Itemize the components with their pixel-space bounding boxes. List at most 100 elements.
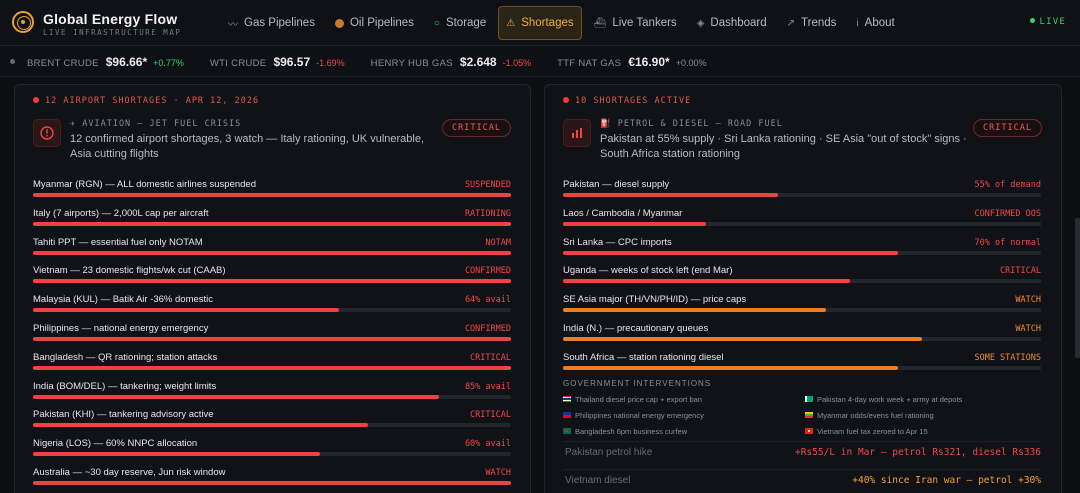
- shortage-list: Pakistan — diesel supply 55% of demand Lao…: [563, 179, 1041, 381]
- stat-label: Pakistan petrol hike: [565, 447, 653, 458]
- ticker-name: BRENT CRUDE: [27, 57, 99, 69]
- shortage-label: India (BOM/DEL) — tankering; weight limi…: [33, 380, 217, 392]
- level-bar-track: [33, 221, 511, 226]
- ticker-name: WTI CRUDE: [209, 57, 267, 69]
- shortage-row[interactable]: Pakistan (KHI) — tankering advisory acti…: [33, 409, 511, 438]
- shortage-row[interactable]: Uganda — weeks of stock left (end Mar) CR…: [563, 265, 1041, 294]
- level-bar-track: [563, 279, 1041, 284]
- shortage-label: Tahiti PPT — essential fuel only NOTAM: [33, 236, 203, 248]
- nav-storage[interactable]: ○ Storage: [426, 6, 494, 40]
- aviation-shortage-panel: 12 AIRPORT SHORTAGES · APR 12, 2026 ✈ AV…: [14, 84, 531, 493]
- oil-dot-icon: [334, 18, 344, 28]
- shortage-row[interactable]: Myanmar (RGN) — ALL domestic airlines su…: [33, 179, 511, 208]
- category-description: Pakistan at 55% supply · Sri Lanka ratio…: [600, 133, 967, 160]
- ticker-value: $96.57: [273, 54, 311, 69]
- panel-header: 10 SHORTAGES ACTIVE: [563, 96, 691, 106]
- shortage-row[interactable]: South Africa — station rationing diesel S…: [563, 352, 1041, 381]
- shortage-status: WATCH: [1015, 323, 1041, 334]
- shortage-list: Myanmar (RGN) — ALL domestic airlines su…: [33, 179, 511, 493]
- shortage-status: CONFIRMED OOS: [974, 208, 1041, 219]
- shortage-row[interactable]: Philippines — national energy emergency C…: [33, 323, 511, 352]
- bar-chart-icon: [563, 119, 591, 147]
- level-bar-track: [33, 193, 511, 197]
- intervention-text: Thailand diesel price cap + export ban: [575, 395, 702, 404]
- shortage-label: Uganda — weeks of stock left (end Mar): [563, 265, 733, 277]
- level-bar-fill: [33, 221, 511, 226]
- ticker-item-wti[interactable]: WTI CRUDE $96.57 -1.69%: [210, 55, 345, 69]
- nav-about[interactable]: i About: [848, 6, 902, 40]
- shortage-row[interactable]: Laos / Cambodia / Myanmar CONFIRMED OOS: [563, 208, 1041, 237]
- level-bar-track: [563, 308, 1041, 313]
- nav-live-tankers[interactable]: ⛴ Live Tankers: [586, 6, 685, 40]
- stat-value: +40% since Iran war — petrol +30%: [852, 475, 1041, 486]
- level-bar-fill: [563, 279, 850, 284]
- shortage-status: RATIONING: [464, 208, 511, 219]
- divider: [563, 441, 1041, 442]
- level-bar-track: [33, 480, 511, 485]
- myanmar-flag-icon: [805, 412, 813, 418]
- shortage-label: Pakistan (KHI) — tankering advisory acti…: [33, 409, 214, 421]
- shortage-row[interactable]: Malaysia (KUL) — Batik Air -36% domestic…: [33, 294, 511, 323]
- ticker-change: -1.05%: [502, 57, 532, 68]
- shortage-status: 70% of normal: [974, 237, 1041, 248]
- shortage-label: Vietnam — 23 domestic flights/wk cut (CA…: [33, 265, 226, 277]
- shortage-status: CRITICAL: [1000, 266, 1041, 277]
- shortage-row[interactable]: India (N.) — precautionary queues WATCH: [563, 323, 1041, 352]
- alert-dot-icon: [33, 97, 39, 103]
- level-bar-track: [563, 221, 1041, 226]
- nav-gas-pipelines[interactable]: 〰 Gas Pipelines: [220, 6, 323, 40]
- level-bar-track: [563, 336, 1041, 341]
- gov-interventions-title: GOVERNMENT INTERVENTIONS: [563, 379, 712, 388]
- shortage-row[interactable]: Vietnam — 23 domestic flights/wk cut (CA…: [33, 265, 511, 294]
- panel-header: 12 AIRPORT SHORTAGES · APR 12, 2026: [33, 96, 259, 106]
- shortage-row[interactable]: Australia — ~30 day reserve, Jun risk wi…: [33, 467, 511, 493]
- ticker-item-ttf[interactable]: TTF NAT GAS €16.90* +0.00%: [557, 55, 706, 69]
- level-bar-track: [33, 250, 511, 255]
- wave-icon: 〰: [228, 19, 238, 31]
- shortage-status: NOTAM: [485, 237, 511, 248]
- live-dot-icon: [1029, 18, 1035, 23]
- page-scrollbar[interactable]: [1075, 218, 1080, 358]
- level-bar-track: [33, 336, 511, 341]
- nav-label: Gas Pipelines: [244, 17, 315, 29]
- gov-intervention-item: Bangladesh 6pm business curfew: [563, 427, 805, 439]
- shortage-row[interactable]: India (BOM/DEL) — tankering; weight limi…: [33, 381, 511, 410]
- gov-intervention-item: Myanmar odds/evens fuel rationing: [805, 411, 1043, 423]
- intervention-text: Vietnam fuel tax zeroed to Apr 15: [817, 427, 928, 436]
- shortage-status: CRITICAL: [470, 410, 511, 421]
- ticker-item-henry-hub[interactable]: HENRY HUB GAS $2.648 -1.05%: [371, 55, 531, 69]
- nav-label: Trends: [801, 17, 837, 29]
- bangladesh-flag-icon: [563, 428, 571, 434]
- level-bar-fill: [33, 193, 511, 197]
- live-indicator: LIVE: [1029, 17, 1066, 27]
- shortage-status: WATCH: [485, 467, 511, 478]
- ticker-dot-icon: [10, 59, 15, 64]
- nav-trends[interactable]: ↗ Trends: [779, 6, 845, 40]
- level-bar-fill: [33, 423, 368, 428]
- shortage-row[interactable]: Pakistan — diesel supply 55% of demand: [563, 179, 1041, 208]
- ticker-change: -1.69%: [316, 57, 345, 68]
- shortage-row[interactable]: Bangladesh — QR rationing; station attac…: [33, 352, 511, 381]
- shortage-row[interactable]: Italy (7 airports) — 2,000L cap per airc…: [33, 208, 511, 237]
- top-navbar: Global Energy Flow LIVE INFRASTRUCTURE M…: [0, 0, 1080, 46]
- stat-value: +Rs55/L in Mar — petrol Rs321, diesel Rs…: [795, 447, 1041, 458]
- shortage-row[interactable]: SE Asia major (TH/VN/PH/ID) — price caps…: [563, 294, 1041, 323]
- nav-dashboard[interactable]: ◈ Dashboard: [689, 6, 775, 40]
- shortage-label: Malaysia (KUL) — Batik Air -36% domestic: [33, 294, 214, 306]
- nav-shortages[interactable]: ⚠ Shortages: [498, 6, 582, 40]
- level-bar-fill: [33, 394, 440, 399]
- shortage-row[interactable]: Sri Lanka — CPC imports 70% of normal: [563, 237, 1041, 266]
- globe-logo-icon[interactable]: [12, 11, 34, 33]
- brand-title[interactable]: Global Energy Flow: [43, 11, 178, 27]
- ticker-change: +0.77%: [153, 57, 184, 68]
- shortage-row[interactable]: Tahiti PPT — essential fuel only NOTAM NO…: [33, 237, 511, 266]
- diamond-icon: ◈: [696, 17, 705, 29]
- shortage-status: CRITICAL: [470, 352, 511, 363]
- shortage-label: SE Asia major (TH/VN/PH/ID) — price caps: [563, 294, 747, 306]
- shortage-row[interactable]: Nigeria (LOS) — 60% NNPC allocation 60% a…: [33, 438, 511, 467]
- shortage-label: Bangladesh — QR rationing; station attac…: [33, 351, 218, 363]
- intervention-text: Bangladesh 6pm business curfew: [575, 427, 688, 436]
- nav-oil-pipelines[interactable]: Oil Pipelines: [327, 6, 422, 40]
- shortage-label: Australia — ~30 day reserve, Jun risk wi…: [33, 466, 226, 478]
- ticker-item-brent[interactable]: BRENT CRUDE $96.66* +0.77%: [27, 55, 184, 69]
